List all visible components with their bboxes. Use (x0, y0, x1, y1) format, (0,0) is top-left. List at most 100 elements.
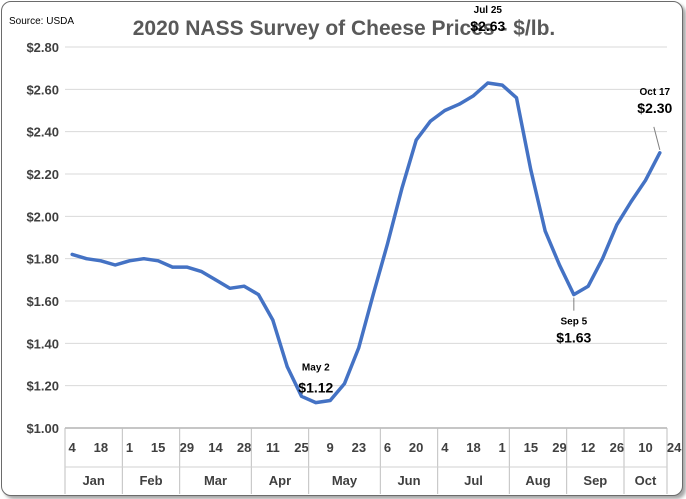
x-tick-label: 15 (524, 440, 538, 455)
annotation-date: May 2 (302, 363, 330, 374)
month-label: Jun (397, 473, 420, 488)
data-point (300, 394, 303, 398)
data-point (472, 94, 475, 98)
x-tick-label: 25 (294, 440, 308, 455)
x-tick-label: 1 (126, 440, 133, 455)
month-label: Oct (635, 473, 657, 488)
data-point (629, 200, 633, 204)
data-point (586, 284, 590, 288)
data-point (214, 278, 217, 282)
data-point (486, 81, 490, 85)
data-point (199, 269, 203, 273)
data-point (99, 259, 103, 263)
gridlines (65, 46, 667, 429)
month-label: Jan (82, 473, 104, 488)
annotation-date: Jul 25 (474, 5, 503, 16)
month-label: Aug (525, 473, 550, 488)
chart-title: 2020 NASS Survey of Cheese Prices - $/lb… (133, 17, 556, 40)
month-label: Mar (204, 473, 227, 488)
annotation-date: Sep 5 (560, 317, 587, 328)
data-point (85, 257, 88, 261)
month-label: Sep (583, 473, 607, 488)
x-tick-label: 12 (581, 440, 595, 455)
data-point (515, 96, 518, 100)
data-point (185, 265, 189, 269)
y-tick-label: $2.40 (26, 125, 59, 140)
data-point (156, 259, 160, 263)
data-point (500, 83, 504, 87)
x-tick-label: 26 (610, 440, 624, 455)
y-axis: $1.00 $1.20 $1.40 $1.60 $1.80 $2.00 $2.20 $2.40… (26, 40, 59, 436)
x-tick-label: 6 (384, 440, 391, 455)
data-point (343, 382, 346, 386)
data-point (285, 365, 289, 369)
data-point (644, 178, 647, 182)
source-note: Source: USDA (9, 16, 74, 27)
x-tick-label: 9 (327, 440, 334, 455)
data-point (615, 223, 619, 227)
data-point (529, 168, 533, 172)
x-tick-label: 18 (94, 440, 108, 455)
x-tick-label: 14 (208, 440, 223, 455)
data-point (357, 346, 361, 350)
x-tick-label: 29 (552, 440, 566, 455)
y-tick-label: $2.80 (26, 40, 59, 55)
data-point (658, 151, 662, 155)
data-point (443, 109, 447, 112)
annotation-value: $1.63 (556, 330, 591, 346)
data-point (414, 138, 418, 142)
data-point (128, 259, 131, 263)
y-tick-label: $1.40 (26, 336, 59, 351)
month-label: May (332, 473, 358, 488)
x-axis: 4 18 1 15 29 14 28 11 25 9 23 6 20 4 18 1 15 29 12 26 10 24 Ja… (64, 428, 682, 494)
x-tick-label: 24 (667, 440, 682, 455)
data-point (429, 119, 432, 123)
annotation-value: $2.63 (470, 18, 505, 34)
y-tick-label: $1.60 (26, 294, 59, 309)
x-tick-label: 4 (441, 440, 449, 455)
data-point (386, 242, 389, 246)
data-point (601, 257, 604, 261)
annotations: May 2 $1.12 Jul 25 $2.63 Sep 5 $1.63 Oct 17 $2.… (298, 5, 672, 396)
x-tick-label: 20 (409, 440, 423, 455)
y-tick-label: $2.00 (26, 209, 59, 224)
data-point (328, 398, 332, 402)
annotation-value: $2.30 (637, 100, 672, 116)
x-tick-label: 18 (466, 440, 480, 455)
y-tick-label: $2.60 (26, 82, 59, 97)
x-tick-label: 23 (352, 440, 366, 455)
month-label: Jul (464, 473, 483, 488)
data-point (558, 263, 561, 267)
data-point (371, 293, 375, 297)
data-point (257, 293, 260, 297)
x-tick-label: 11 (266, 440, 280, 455)
y-tick-label: $2.20 (26, 167, 59, 182)
y-tick-label: $1.00 (26, 421, 59, 436)
data-point (400, 187, 404, 191)
x-tick-label: 4 (69, 440, 77, 455)
y-tick-label: $1.20 (26, 379, 59, 394)
data-point (242, 284, 246, 288)
x-tick-label: 29 (180, 440, 194, 455)
y-tick-label: $1.80 (26, 252, 59, 267)
data-point (142, 257, 146, 261)
series-line-cheese-price (70, 81, 662, 405)
data-point (113, 263, 117, 267)
x-tick-label: 10 (638, 440, 652, 455)
data-point (543, 229, 547, 233)
series-layer (70, 81, 662, 405)
data-point (228, 286, 232, 290)
data-point (457, 102, 461, 106)
month-label: Apr (269, 473, 291, 488)
data-point (70, 252, 74, 256)
data-point (314, 401, 318, 405)
data-point (171, 265, 174, 269)
annotation-leader (653, 126, 661, 150)
x-tick-label: 28 (237, 440, 251, 455)
data-point (572, 293, 576, 297)
data-point (271, 318, 275, 322)
x-tick-label: 15 (151, 440, 165, 455)
annotation-date: Oct 17 (640, 87, 671, 98)
